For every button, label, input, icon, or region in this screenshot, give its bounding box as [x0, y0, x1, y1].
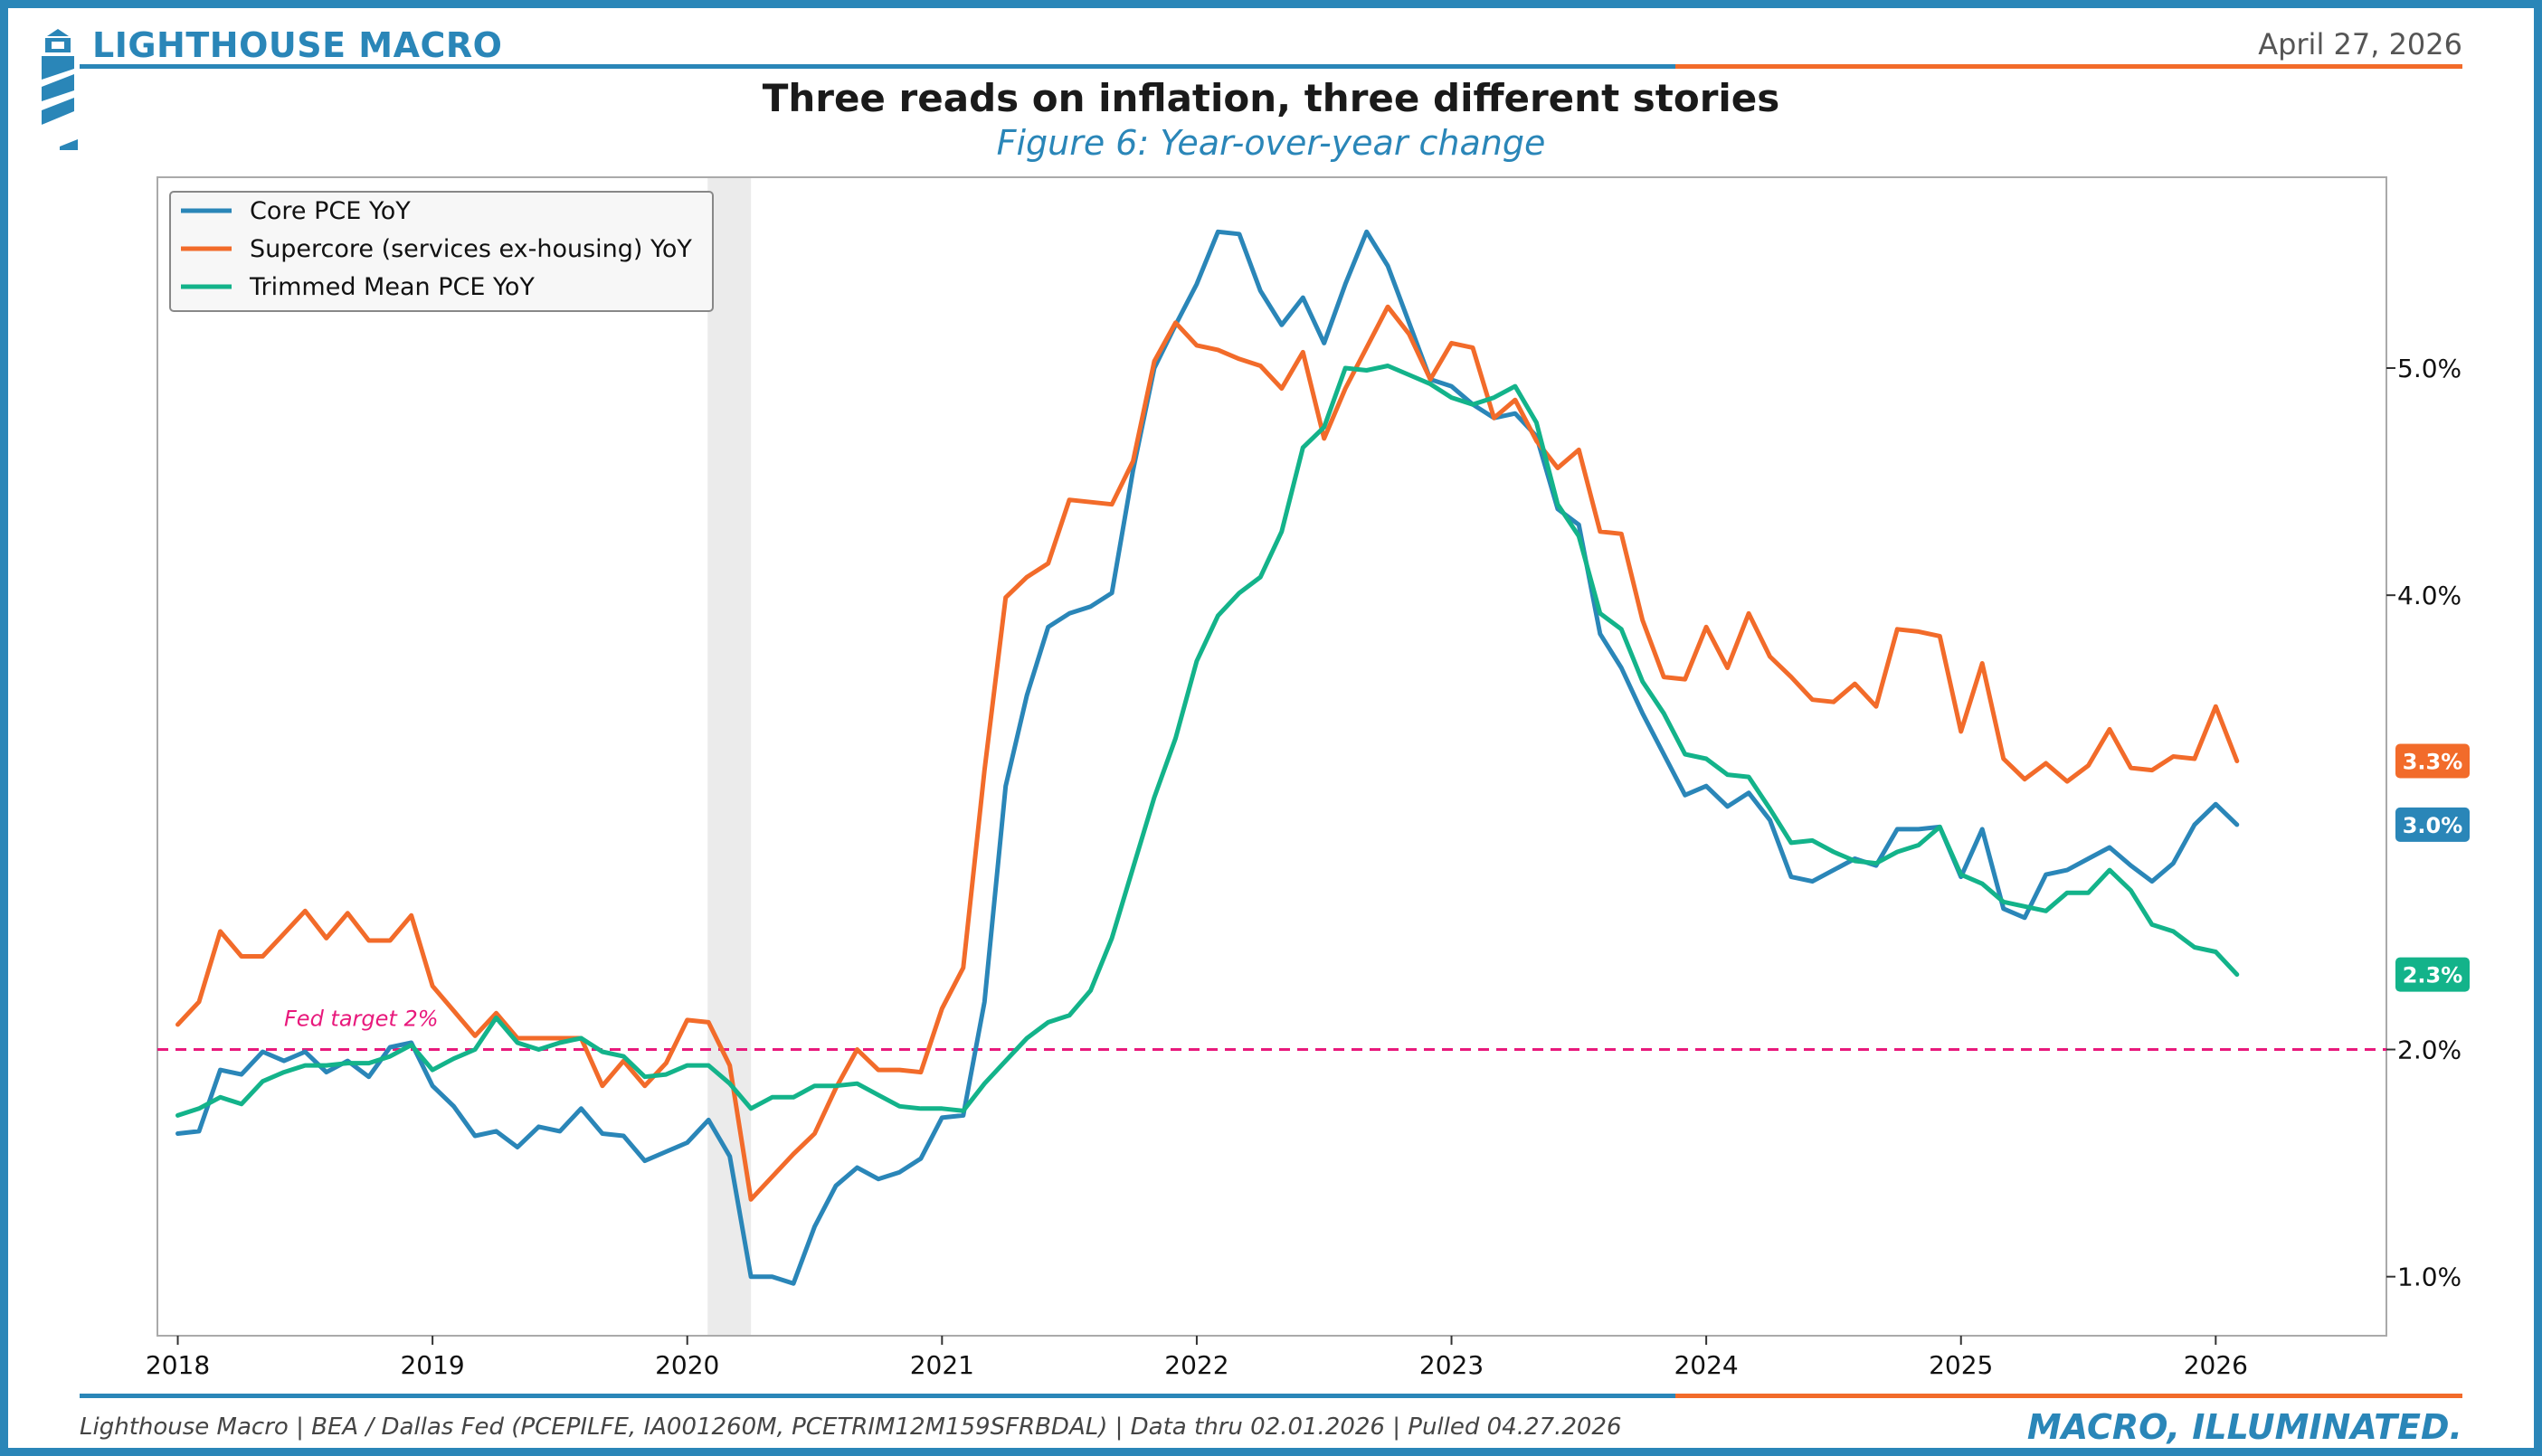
- series-line-core-pce: [175, 229, 2240, 1286]
- legend-item-supercore: Supercore (services ex-housing) YoY: [181, 235, 692, 263]
- legend-label: Supercore (services ex-housing) YoY: [250, 235, 692, 263]
- end-badge-bg: [2395, 957, 2470, 992]
- end-badge-core-pce: 3.0%: [2395, 807, 2470, 842]
- brand-name: LIGHTHOUSE MACRO: [92, 25, 503, 65]
- x-tick-label: 2019: [400, 1350, 464, 1380]
- header-rule-blue: [80, 64, 1675, 69]
- x-axis: 2018 2019 2020 2021 2022 2023 2024 2025 2026: [146, 1336, 2248, 1380]
- legend: Core PCE YoY Supercore (services ex-housi…: [169, 191, 714, 312]
- source-note: Lighthouse Macro | BEA / Dallas Fed (PCE…: [80, 1413, 1622, 1441]
- end-badge-label: 3.0%: [2403, 813, 2463, 838]
- y-tick-label: 2.0%: [2397, 1035, 2461, 1065]
- x-tick-label: 2024: [1674, 1350, 1738, 1380]
- legend-label: Core PCE YoY: [250, 197, 411, 225]
- legend-label: Trimmed Mean PCE YoY: [249, 273, 535, 301]
- x-tick-label: 2023: [1419, 1350, 1484, 1380]
- y-tick-label: 5.0%: [2397, 354, 2461, 383]
- plot-area: [157, 176, 2387, 1337]
- series-line-supercore: [175, 304, 2240, 1202]
- x-tick-label: 2022: [1164, 1350, 1228, 1380]
- tagline: MACRO, ILLUMINATED.: [2026, 1407, 2462, 1447]
- x-tick-label: 2025: [1929, 1350, 1993, 1380]
- end-value-badges: 3.0% 3.3% 2.3%: [2395, 743, 2470, 992]
- series-lines: [175, 229, 2240, 1286]
- end-badge-supercore: 3.3%: [2395, 743, 2470, 779]
- x-tick-label: 2021: [910, 1350, 974, 1380]
- y-tick-label: 4.0%: [2397, 581, 2461, 610]
- chart-subtitle: Figure 6: Year-over-year change: [996, 123, 1546, 163]
- footer-rule-blue: [80, 1394, 1675, 1398]
- legend-item-core-pce: Core PCE YoY: [181, 197, 411, 225]
- end-badge-trimmed-mean: 2.3%: [2395, 957, 2470, 992]
- series-line-trimmed-mean: [175, 364, 2240, 1118]
- y-tick-label: 1.0%: [2397, 1262, 2461, 1292]
- header-rule-orange: [1675, 64, 2462, 69]
- legend-box: [169, 191, 714, 312]
- report-date: April 27, 2026: [2258, 27, 2462, 61]
- chart-title: Three reads on inflation, three differen…: [762, 76, 1780, 120]
- end-badge-bg: [2395, 807, 2470, 842]
- x-tick-label: 2018: [146, 1350, 210, 1380]
- x-tick-label: 2020: [655, 1350, 719, 1380]
- y-axis: 1.0% 2.0% 4.0% 5.0%: [2386, 354, 2461, 1292]
- footer-rule-orange: [1675, 1394, 2462, 1398]
- end-badge-label: 3.3%: [2403, 750, 2463, 775]
- legend-item-trimmed-mean: Trimmed Mean PCE YoY: [181, 273, 535, 301]
- lighthouse-icon: [42, 29, 78, 150]
- fed-target-label: Fed target 2%: [284, 1007, 439, 1032]
- x-tick-label: 2026: [2184, 1350, 2248, 1380]
- end-badge-label: 2.3%: [2403, 963, 2463, 988]
- end-badge-bg: [2395, 743, 2470, 779]
